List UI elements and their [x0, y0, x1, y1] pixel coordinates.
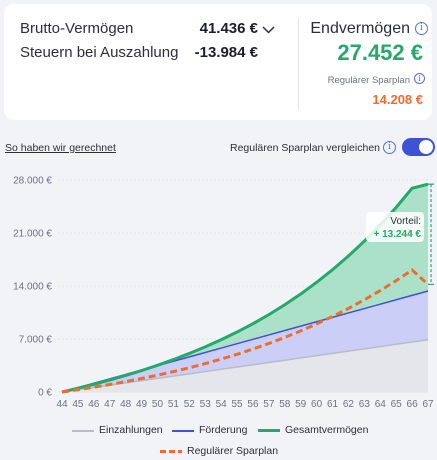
advantage-value: + 13.244 € — [373, 229, 421, 240]
y-tick-label: 28.000 € — [13, 176, 52, 187]
x-tick-label: 51 — [168, 399, 180, 410]
end-value: 27.452 € — [337, 40, 423, 65]
y-tick-label: 14.000 € — [13, 282, 52, 293]
regular-plan-line — [61, 268, 430, 394]
x-tick-label: 66 — [407, 399, 419, 410]
y-tick-label: 21.000 € — [13, 229, 52, 240]
x-tick-label: 65 — [391, 399, 403, 410]
divider — [298, 18, 299, 110]
advantage-area — [62, 184, 428, 392]
info-icon[interactable]: i — [383, 141, 396, 154]
gross-label: Brutto-Vermögen — [20, 20, 134, 37]
legend-swatch-subsidy — [172, 430, 194, 432]
x-tick-label: 58 — [279, 399, 291, 410]
legend-swatch-regular — [160, 450, 182, 453]
x-tick-label: 45 — [72, 399, 84, 410]
legend-swatch-deposits — [72, 430, 94, 432]
y-tick-label: 0 € — [38, 388, 52, 399]
x-tick-label: 52 — [184, 399, 196, 410]
x-tick-label: 53 — [200, 399, 212, 410]
gross-value[interactable]: 41.436 € — [199, 20, 258, 37]
x-tick-label: 54 — [216, 399, 228, 410]
legend-total: Gesamtvermögen — [285, 424, 369, 436]
x-tick-label: 49 — [136, 399, 148, 410]
advantage-box — [366, 212, 424, 242]
regular-plan-value: 14.208 € — [372, 92, 423, 107]
x-tick-label: 63 — [359, 399, 371, 410]
x-tick-label: 60 — [311, 399, 323, 410]
chart: 0 € 7.000 € 14.000 € 21.000 € 28.000 € 44 45 46… — [13, 176, 434, 410]
tax-value: -13.984 € — [194, 44, 258, 61]
x-tick-label: 50 — [152, 399, 164, 410]
y-tick-label: 7.000 € — [19, 335, 53, 346]
toggle-knob — [419, 140, 433, 154]
compare-label: Regulären Sparplan vergleichen — [229, 142, 380, 154]
x-tick-label: 59 — [295, 399, 307, 410]
x-tick-label: 61 — [327, 399, 339, 410]
x-tick-label: 47 — [104, 399, 116, 410]
compare-toggle[interactable] — [402, 138, 435, 156]
end-title: Endvermögen — [310, 20, 410, 37]
advantage-label: Vorteil: — [390, 216, 421, 227]
x-tick-label: 67 — [422, 399, 434, 410]
x-tick-label: 44 — [56, 399, 68, 410]
tax-label: Steuern bei Auszahlung — [20, 44, 179, 61]
x-tick-label: 62 — [343, 399, 355, 410]
legend-deposits: Einzahlungen — [99, 424, 163, 436]
legend-swatch-total — [258, 429, 280, 432]
calculation-link[interactable]: So haben wir gerechnet — [5, 142, 116, 154]
x-tick-label: 46 — [88, 399, 100, 410]
x-tick-label: 56 — [247, 399, 259, 410]
info-icon[interactable]: i — [414, 73, 425, 84]
x-tick-label: 55 — [231, 399, 243, 410]
x-tick-label: 57 — [263, 399, 275, 410]
legend-regular: Regulärer Sparplan — [187, 445, 279, 457]
x-tick-label: 64 — [375, 399, 387, 410]
info-icon[interactable]: i — [415, 22, 428, 35]
regular-plan-label: Regulärer Sparplan — [327, 75, 410, 86]
chevron-down-icon[interactable] — [262, 26, 275, 34]
summary-card: Brutto-Vermögen 41.436 € Steuern bei Aus… — [4, 4, 432, 120]
legend-subsidy: Förderung — [199, 424, 248, 436]
x-tick-label: 48 — [120, 399, 132, 410]
